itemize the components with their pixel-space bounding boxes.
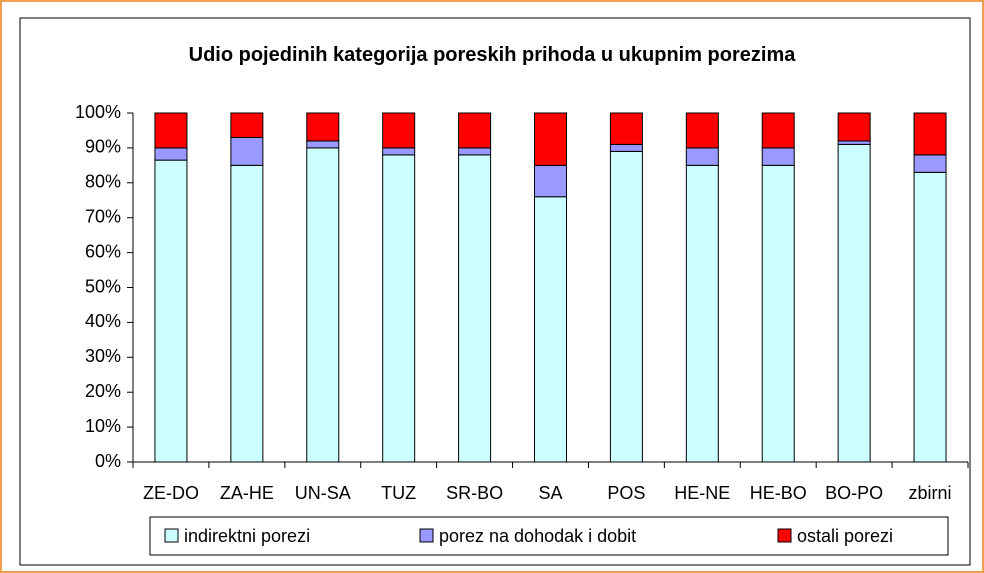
x-tick-label: HE-BO [750,483,807,503]
bar-segment [685,147,719,166]
bar-segment [761,164,795,463]
x-tick-label: POS [607,483,645,503]
bar-segment [382,147,416,156]
chart-title: Udio pojedinih kategorija poreskih priho… [188,44,796,66]
bar-segment [534,196,567,463]
bar-segment [230,112,264,138]
y-tick-label: 50% [85,276,121,296]
bar-segment [230,136,264,166]
legend-label: ostali porezi [797,526,893,546]
bar-segment [230,164,264,463]
x-tick-label: zbirni [909,483,952,503]
y-tick-label: 100% [75,102,121,122]
x-tick-label: ZA-HE [220,483,274,503]
bar-segment [382,154,416,463]
bar-segment [306,147,340,463]
bar-segment [761,147,795,166]
bar-segment [534,164,567,198]
legend-swatch [164,528,179,543]
bar-segment [306,112,340,142]
bar-segment [458,154,492,463]
chart-border [19,17,971,566]
y-tick-label: 40% [85,311,121,331]
x-tick-label: UN-SA [295,483,351,503]
legend-swatch [419,528,434,543]
y-tick-label: 70% [85,206,121,226]
legend-swatch [777,528,792,543]
y-tick-label: 10% [85,416,121,436]
bar-segment [609,143,643,152]
x-tick-label: BO-PO [825,483,883,503]
bar-segment [761,112,795,149]
y-tick-label: 80% [85,172,121,192]
bar-segment [306,140,340,149]
bar-segment [685,112,719,149]
x-tick-label: SA [538,483,562,503]
bar-segment [837,143,871,463]
bar-segment [913,112,947,156]
bar-segment [609,150,643,463]
bar-segment [154,147,188,161]
bar-segment [458,147,492,156]
bar-segment [154,112,188,149]
x-tick-label: TUZ [381,483,416,503]
bar-segment [458,112,492,149]
y-tick-label: 0% [95,451,121,471]
y-tick-label: 90% [85,137,121,157]
y-tick-label: 60% [85,241,121,261]
legend-label: indirektni porezi [184,526,310,546]
y-tick-label: 20% [85,381,121,401]
bar-segment [837,140,871,145]
y-tick-label: 30% [85,346,121,366]
bar-segment [913,171,947,463]
bar-segment [685,164,719,463]
legend-box [149,516,949,556]
x-tick-label: HE-NE [674,483,730,503]
legend-label: porez na dohodak i dobit [439,526,636,546]
bar-segment [609,112,643,145]
bar-segment [382,112,416,149]
bar-segment [837,112,871,142]
x-tick-label: ZE-DO [143,483,199,503]
x-tick-label: SR-BO [446,483,503,503]
bar-segment [154,159,188,463]
bar-segment [913,154,947,173]
bar-segment [534,112,567,166]
